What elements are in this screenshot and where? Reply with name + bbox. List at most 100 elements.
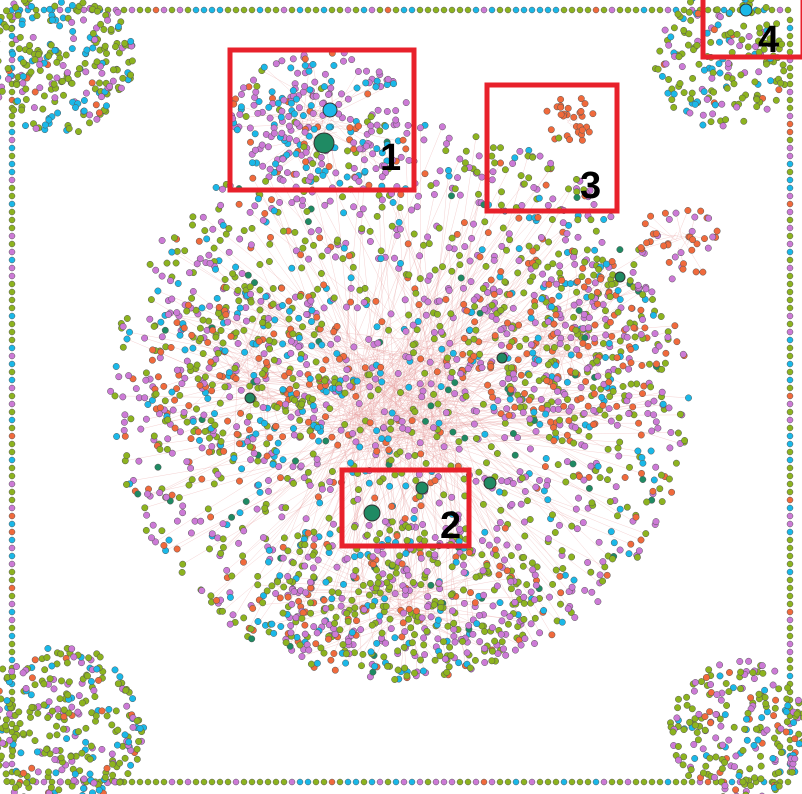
- cluster-node: [722, 680, 730, 687]
- border-node: [568, 6, 576, 14]
- border-node: [8, 632, 16, 640]
- cluster-node: [731, 763, 738, 771]
- graph-node: [299, 323, 306, 331]
- graph-node: [259, 599, 267, 607]
- cluster-node: [19, 59, 27, 67]
- graph-node: [425, 240, 433, 248]
- graph-edge: [405, 167, 552, 382]
- border-node: [8, 280, 16, 288]
- cluster-node: [667, 33, 675, 41]
- graph-node: [401, 628, 409, 636]
- graph-node: [208, 530, 216, 538]
- cluster-node: [82, 738, 90, 746]
- graph-node: [119, 343, 127, 351]
- graph-node: [386, 526, 394, 534]
- graph-node: [375, 68, 383, 76]
- border-node: [786, 352, 794, 360]
- graph-node: [302, 515, 310, 523]
- graph-node: [457, 274, 465, 282]
- border-node: [576, 6, 584, 14]
- cluster-node: [9, 747, 17, 755]
- border-node: [786, 312, 794, 320]
- graph-node: [443, 140, 450, 148]
- graph-node: [396, 552, 404, 560]
- cluster-node: [733, 30, 741, 38]
- graph-node: [164, 416, 172, 424]
- graph-node: [440, 443, 448, 451]
- graph-node: [449, 349, 457, 357]
- graph-node: [247, 290, 254, 298]
- border-node: [786, 624, 794, 632]
- graph-node: [484, 381, 492, 389]
- cluster-node: [656, 47, 664, 55]
- graph-node: [247, 241, 255, 249]
- graph-node: [420, 634, 428, 642]
- border-node: [8, 368, 16, 376]
- graph-node: [343, 366, 351, 374]
- graph-node: [531, 640, 538, 647]
- border-node: [216, 778, 224, 786]
- cluster-node: [760, 45, 768, 53]
- graph-node: [373, 447, 381, 455]
- border-node: [786, 320, 794, 328]
- graph-node: [195, 237, 203, 245]
- cluster-node: [777, 749, 785, 757]
- cluster-node: [27, 713, 34, 721]
- border-node: [416, 6, 424, 14]
- graph-node: [266, 345, 274, 353]
- graph-node: [261, 504, 269, 512]
- border-node: [368, 6, 376, 14]
- cluster-node: [103, 712, 111, 720]
- graph-node: [460, 219, 468, 227]
- graph-node: [460, 284, 467, 292]
- cluster-node: [60, 713, 68, 721]
- border-node: [656, 6, 664, 14]
- graph-node: [333, 335, 341, 343]
- graph-node: [176, 428, 184, 436]
- border-node: [786, 672, 794, 680]
- graph-node: [514, 543, 522, 551]
- graph-edge: [245, 307, 409, 360]
- graph-node: [472, 133, 480, 141]
- border-node: [8, 352, 16, 360]
- graph-node: [497, 326, 505, 334]
- graph-node: [424, 593, 432, 601]
- graph-node: [291, 110, 298, 118]
- graph-node: [233, 314, 241, 322]
- cluster-node: [43, 745, 51, 753]
- border-node: [552, 778, 560, 786]
- graph-node: [536, 476, 543, 484]
- border-node: [8, 536, 16, 544]
- region-1-box: [227, 47, 417, 193]
- graph-node: [560, 402, 568, 410]
- graph-node: [526, 415, 534, 423]
- graph-edge: [414, 544, 490, 600]
- graph-node: [215, 303, 223, 311]
- graph-node: [316, 499, 324, 507]
- graph-node: [500, 645, 507, 653]
- graph-node: [168, 449, 176, 457]
- graph-node: [605, 405, 613, 413]
- graph-node: [301, 82, 309, 90]
- graph-node: [126, 328, 133, 336]
- graph-node: [295, 104, 303, 112]
- graph-node: [347, 298, 355, 306]
- graph-node: [240, 527, 248, 535]
- border-node: [408, 778, 416, 786]
- graph-node: [286, 307, 293, 315]
- cluster-node: [754, 736, 762, 744]
- border-node: [608, 778, 616, 786]
- graph-node: [498, 638, 506, 646]
- graph-node: [362, 142, 370, 150]
- border-node: [8, 416, 16, 424]
- graph-node: [543, 482, 551, 489]
- graph-node: [193, 405, 200, 413]
- graph-node: [246, 443, 254, 451]
- graph-node: [524, 497, 531, 505]
- graph-node: [119, 323, 127, 331]
- border-node: [786, 656, 794, 664]
- graph-node: [224, 318, 232, 326]
- graph-node: [658, 498, 666, 506]
- border-node: [648, 778, 656, 786]
- cluster-node: [101, 773, 109, 781]
